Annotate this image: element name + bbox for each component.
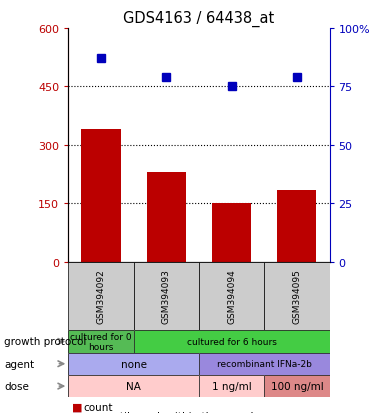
Text: count: count (84, 402, 113, 412)
Text: percentile rank within the sample: percentile rank within the sample (84, 411, 260, 413)
Text: NA: NA (126, 381, 141, 391)
Text: 100 ng/ml: 100 ng/ml (271, 381, 323, 391)
Text: GSM394095: GSM394095 (292, 269, 301, 324)
Bar (199, 262, 264, 330)
Text: recombinant IFNa-2b: recombinant IFNa-2b (217, 359, 312, 368)
Text: 1 ng/ml: 1 ng/ml (212, 381, 252, 391)
Text: GSM394094: GSM394094 (227, 269, 236, 324)
Text: GSM394093: GSM394093 (162, 269, 171, 324)
Text: ■: ■ (72, 411, 83, 413)
Text: none: none (121, 359, 147, 369)
Bar (147, 173, 186, 262)
Bar (277, 190, 317, 262)
Text: dose: dose (4, 381, 29, 391)
Bar (133, 262, 199, 330)
Bar (212, 204, 251, 262)
Bar (81, 130, 121, 262)
Text: cultured for 0
hours: cultured for 0 hours (70, 332, 132, 351)
Text: growth protocol: growth protocol (4, 337, 86, 347)
Text: cultured for 6 hours: cultured for 6 hours (187, 337, 277, 346)
Text: ■: ■ (72, 402, 83, 412)
Bar (264, 262, 330, 330)
Text: agent: agent (4, 359, 34, 369)
Text: GSM394092: GSM394092 (96, 269, 105, 324)
Bar (68, 262, 133, 330)
Text: GDS4163 / 64438_at: GDS4163 / 64438_at (123, 10, 275, 26)
